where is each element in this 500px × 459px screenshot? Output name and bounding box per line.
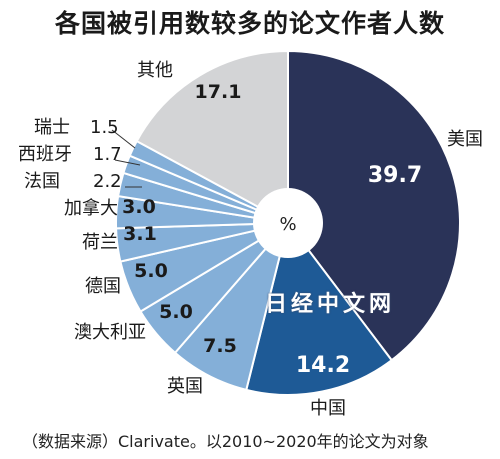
- slice-value-label: 14.2: [296, 353, 350, 378]
- leader-line: [111, 129, 136, 149]
- watermark-logo: 日经中文网: [265, 291, 396, 317]
- slice-label: 中国: [310, 398, 346, 419]
- slice-label: 英国: [167, 376, 203, 397]
- slice-label: 美国: [447, 129, 483, 150]
- leader-line: [114, 159, 141, 166]
- pie-slices: [115, 49, 461, 396]
- source-note: （数据来源）Clarivate。以2010~2020年的论文为对象: [22, 432, 429, 451]
- slice-value-label: 2.2: [93, 171, 122, 192]
- center-label: %: [279, 214, 296, 235]
- pie-slice: [245, 220, 394, 396]
- slice-label: 瑞士: [34, 117, 70, 138]
- slice-value-label: 1.7: [93, 144, 122, 165]
- slice-value-label: 3.1: [123, 223, 157, 245]
- slice-label: 荷兰: [82, 232, 118, 253]
- slice-value-label: 17.1: [195, 81, 242, 103]
- center-hole: [253, 188, 323, 258]
- pie-slice: [287, 49, 461, 362]
- slice-label: 德国: [85, 276, 121, 297]
- slice-value-label: 5.0: [159, 301, 193, 323]
- slice-label: 西班牙: [18, 144, 72, 165]
- slice-label: 其他: [137, 60, 173, 81]
- slice-label: 法国: [24, 171, 60, 192]
- chart-title: 各国被引用数较多的论文作者人数: [54, 9, 445, 38]
- slice-value-label: 5.0: [134, 260, 168, 282]
- slice-value-label: 39.7: [368, 163, 422, 188]
- slice-value-label: 7.5: [203, 335, 237, 357]
- slice-value-label: 1.5: [90, 117, 119, 138]
- slice-label: 加拿大: [64, 197, 118, 219]
- pie-slice: [135, 49, 289, 225]
- slice-value-label: 3.0: [122, 196, 156, 218]
- slice-label: 澳大利亚: [74, 322, 146, 343]
